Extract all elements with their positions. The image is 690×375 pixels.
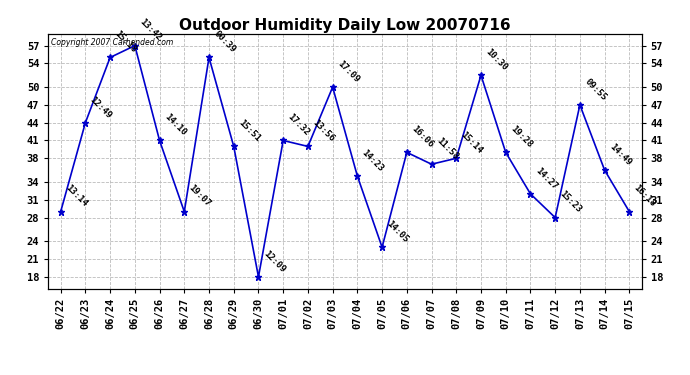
- Text: 16:18: 16:18: [632, 183, 658, 209]
- Text: 12:09: 12:09: [262, 249, 286, 274]
- Text: 13:42: 13:42: [137, 18, 163, 43]
- Text: 17:32: 17:32: [286, 112, 311, 138]
- Text: 15:14: 15:14: [459, 130, 484, 156]
- Text: 14:10: 14:10: [162, 112, 188, 138]
- Text: 13:14: 13:14: [63, 183, 89, 209]
- Text: 15:23: 15:23: [558, 189, 583, 215]
- Text: 09:55: 09:55: [582, 77, 608, 102]
- Text: 15:51: 15:51: [237, 118, 262, 144]
- Title: Outdoor Humidity Daily Low 20070716: Outdoor Humidity Daily Low 20070716: [179, 18, 511, 33]
- Text: 19:07: 19:07: [187, 183, 213, 209]
- Text: Copyright 2007 Carhanded.com: Copyright 2007 Carhanded.com: [51, 38, 173, 46]
- Text: 12:49: 12:49: [88, 94, 114, 120]
- Text: 15:18: 15:18: [113, 29, 138, 55]
- Text: 00:39: 00:39: [212, 29, 237, 55]
- Text: 17:09: 17:09: [335, 59, 361, 84]
- Text: 13:56: 13:56: [310, 118, 336, 144]
- Text: 14:23: 14:23: [360, 148, 386, 173]
- Text: 16:06: 16:06: [410, 124, 435, 150]
- Text: 10:30: 10:30: [484, 47, 509, 72]
- Text: 14:05: 14:05: [385, 219, 411, 245]
- Text: 19:28: 19:28: [509, 124, 534, 150]
- Text: 14:49: 14:49: [607, 142, 633, 167]
- Text: 11:58: 11:58: [434, 136, 460, 161]
- Text: 14:27: 14:27: [533, 166, 559, 191]
